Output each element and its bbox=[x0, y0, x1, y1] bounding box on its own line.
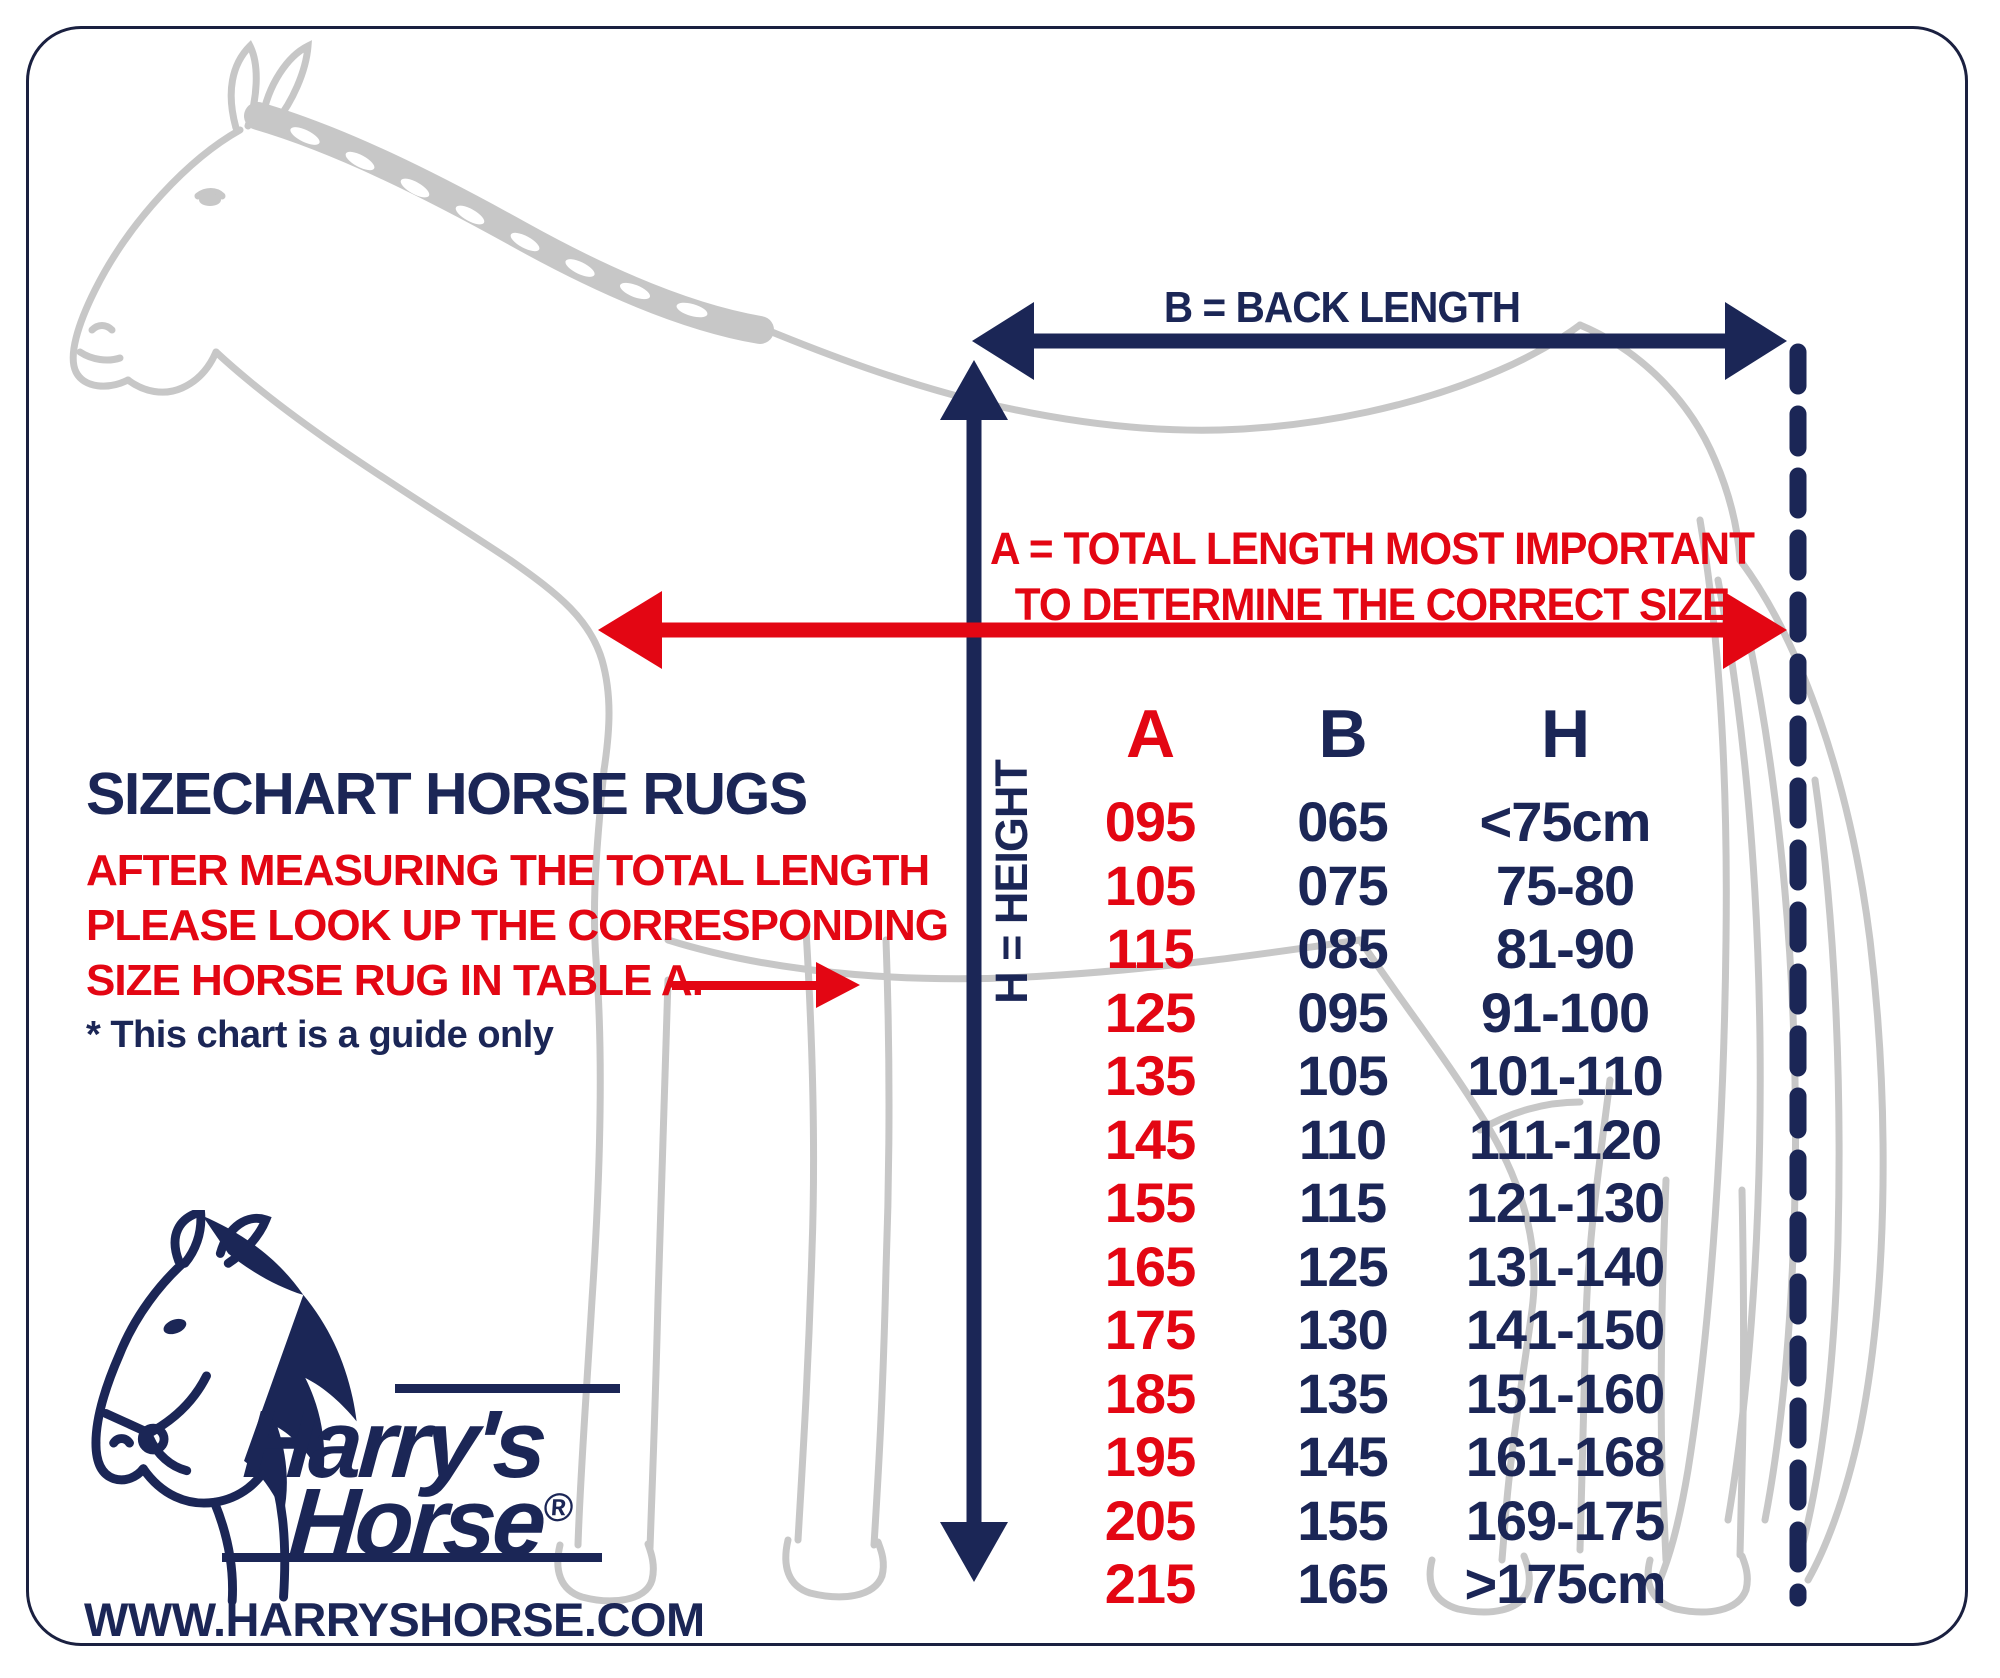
table-cell-a: 165 bbox=[1104, 1234, 1196, 1298]
table-pointer-arrow bbox=[672, 981, 818, 990]
horse-body-lines bbox=[69, 40, 1887, 1616]
instruction-line-2: PLEASE LOOK UP THE CORRESPONDING bbox=[86, 901, 949, 950]
table-cell-h: <75cm bbox=[1479, 790, 1652, 853]
table-cell-h: 111-120 bbox=[1468, 1107, 1662, 1171]
table-cell-h: 161-168 bbox=[1465, 1425, 1666, 1488]
table-cell-h: 75-80 bbox=[1495, 853, 1635, 917]
a-arrow-label: A = TOTAL LENGTH MOST IMPORTANT TO DETER… bbox=[990, 521, 1755, 633]
table-cell-h: 91-100 bbox=[1480, 980, 1650, 1044]
a-arrow-label-line1: A = TOTAL LENGTH MOST IMPORTANT bbox=[990, 523, 1755, 574]
a-arrow-label-line2: TO DETERMINE THE CORRECT SIZE bbox=[1014, 579, 1731, 630]
table-cell-b: 075 bbox=[1297, 853, 1388, 917]
table-cell-b: 145 bbox=[1297, 1425, 1388, 1488]
table-cell-h: 169-175 bbox=[1465, 1488, 1666, 1552]
table-cell-h: 151-160 bbox=[1465, 1361, 1666, 1425]
table-cell-b: 065 bbox=[1297, 790, 1388, 853]
table-cell-b: 130 bbox=[1297, 1298, 1388, 1361]
website-url: WWW.HARRYSHORSE.COM bbox=[84, 1593, 705, 1646]
horse-mane-braid bbox=[244, 102, 774, 344]
table-cell-b: 095 bbox=[1297, 980, 1388, 1044]
table-pointer-arrowhead-icon bbox=[816, 962, 860, 1008]
instruction-line-1: AFTER MEASURING THE TOTAL LENGTH bbox=[86, 846, 930, 895]
table-cell-a: 115 bbox=[1106, 917, 1194, 980]
a-total-length-arrow bbox=[598, 591, 1787, 669]
table-cell-a: 195 bbox=[1104, 1425, 1196, 1488]
size-table: A B H 095 065 <75cm 105 075 75-80 115 08… bbox=[1055, 690, 1690, 1616]
table-cell-a: 095 bbox=[1104, 790, 1196, 853]
b-arrow-label: B = BACK LENGTH bbox=[1163, 283, 1521, 332]
page-title: SIZECHART HORSE RUGS bbox=[86, 761, 808, 827]
table-cell-a: 215 bbox=[1104, 1552, 1196, 1615]
table-cell-b: 165 bbox=[1297, 1552, 1388, 1615]
table-cell-h: 101-110 bbox=[1467, 1044, 1663, 1107]
table-cell-a: 125 bbox=[1104, 980, 1196, 1044]
table-header-b: B bbox=[1318, 696, 1367, 772]
table-cell-b: 135 bbox=[1297, 1361, 1388, 1425]
table-cell-a: 145 bbox=[1104, 1107, 1196, 1171]
table-cell-a: 185 bbox=[1104, 1361, 1196, 1425]
table-cell-h: >175cm bbox=[1464, 1552, 1666, 1615]
table-cell-b: 105 bbox=[1297, 1044, 1388, 1107]
table-header-a: A bbox=[1125, 696, 1175, 772]
table-cell-b: 115 bbox=[1298, 1171, 1387, 1234]
h-height-arrow bbox=[940, 360, 1008, 1582]
table-cell-a: 205 bbox=[1104, 1488, 1196, 1552]
table-cell-a: 155 bbox=[1104, 1171, 1196, 1234]
table-cell-b: 125 bbox=[1297, 1234, 1388, 1298]
instruction-line-3: SIZE HORSE RUG IN TABLE A. bbox=[86, 956, 704, 1005]
b-back-length-arrow bbox=[972, 302, 1787, 380]
table-cell-b: 085 bbox=[1297, 917, 1388, 980]
harrys-horse-logo-head bbox=[91, 1210, 357, 1605]
logo-bottom-rule bbox=[222, 1553, 602, 1562]
table-header-h: H bbox=[1540, 696, 1590, 772]
table-cell-h: 141-150 bbox=[1465, 1298, 1666, 1361]
guide-note: * This chart is a guide only bbox=[86, 1014, 554, 1056]
table-cell-a: 105 bbox=[1104, 853, 1196, 917]
table-cell-h: 121-130 bbox=[1465, 1171, 1666, 1234]
h-arrow-label: H = HEIGHT bbox=[986, 760, 1037, 1004]
registered-trademark-icon: ® bbox=[541, 1486, 575, 1530]
table-cell-h: 81-90 bbox=[1495, 917, 1635, 980]
table-cell-b: 155 bbox=[1297, 1488, 1388, 1552]
card-border bbox=[26, 26, 1968, 1646]
table-cell-h: 131-140 bbox=[1465, 1234, 1666, 1298]
horse-eye bbox=[199, 194, 221, 206]
table-cell-a: 135 bbox=[1104, 1044, 1196, 1107]
logo-top-rule bbox=[395, 1384, 620, 1393]
table-cell-a: 175 bbox=[1104, 1298, 1196, 1361]
table-cell-b: 110 bbox=[1298, 1107, 1387, 1171]
